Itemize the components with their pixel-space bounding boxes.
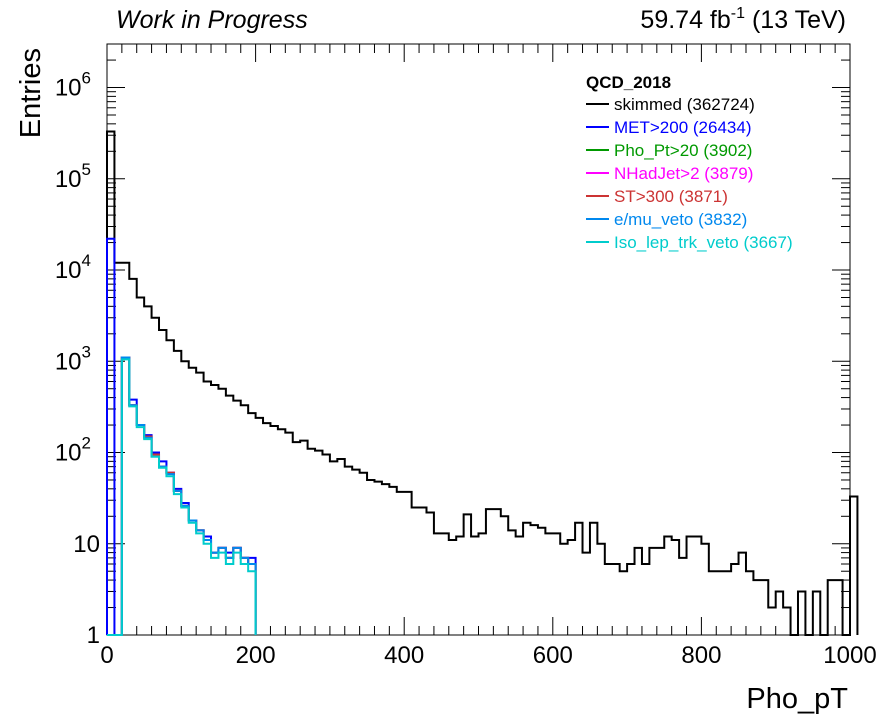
y-tick-exponent: 5 [82,160,91,179]
axis-ticks [106,43,851,636]
y-tick-label: 1 [87,622,100,649]
lumi-value: 59.74 fb [640,6,730,34]
y-tick-base: 10 [55,348,82,375]
series-line-0 [106,130,859,636]
x-tick-label: 400 [384,642,424,669]
y-tick-label: 102 [55,434,91,467]
legend: QCD_2018 skimmed (362724) MET>200 (26434)… [586,73,793,252]
y-tick-label: 10 [73,531,100,558]
x-tick-labels: 0 200 400 600 800 1000 [100,642,876,669]
x-tick-label: 200 [236,642,276,669]
lumi-exponent: -1 [731,5,745,22]
x-tick-label: 0 [100,642,113,669]
legend-entry: NHadJet>2 (3879) [614,164,753,183]
y-tick-base: 10 [55,440,82,467]
y-tick-exponent: 6 [82,69,91,88]
y-tick-base: 10 [55,75,82,102]
y-axis-label: Entries [15,48,47,138]
y-tick-label: 103 [55,342,91,375]
series-group [106,130,859,636]
x-axis-label: Pho_pT [746,683,848,715]
luminosity-label: 59.74 fb-1 (13 TeV) [640,5,846,34]
series-line-1 [106,237,257,636]
work-in-progress-label: Work in Progress [116,6,308,34]
legend-entry: Pho_Pt>20 (3902) [614,141,752,160]
legend-title: QCD_2018 [586,73,671,92]
legend-entry: skimmed (362724) [614,95,755,114]
y-tick-base: 10 [73,531,100,558]
legend-entry: Iso_lep_trk_veto (3667) [614,233,793,252]
y-tick-base: 10 [55,257,82,284]
legend-entry: MET>200 (26434) [614,118,752,137]
legend-entry: e/mu_veto (3832) [614,210,747,229]
x-tick-label: 600 [533,642,573,669]
y-tick-exponent: 4 [82,251,91,270]
y-tick-exponent: 3 [82,342,91,361]
y-tick-base: 1 [87,622,100,649]
y-tick-label: 106 [55,69,91,102]
lumi-energy: (13 TeV) [745,6,846,34]
y-tick-base: 10 [55,166,82,193]
y-tick-exponent: 2 [82,434,91,453]
x-tick-label: 1000 [823,642,876,669]
series-line-6 [107,358,257,636]
y-tick-label: 104 [55,251,91,284]
legend-entry: ST>300 (3871) [614,187,728,206]
x-tick-label: 800 [681,642,721,669]
y-tick-label: 105 [55,160,91,193]
